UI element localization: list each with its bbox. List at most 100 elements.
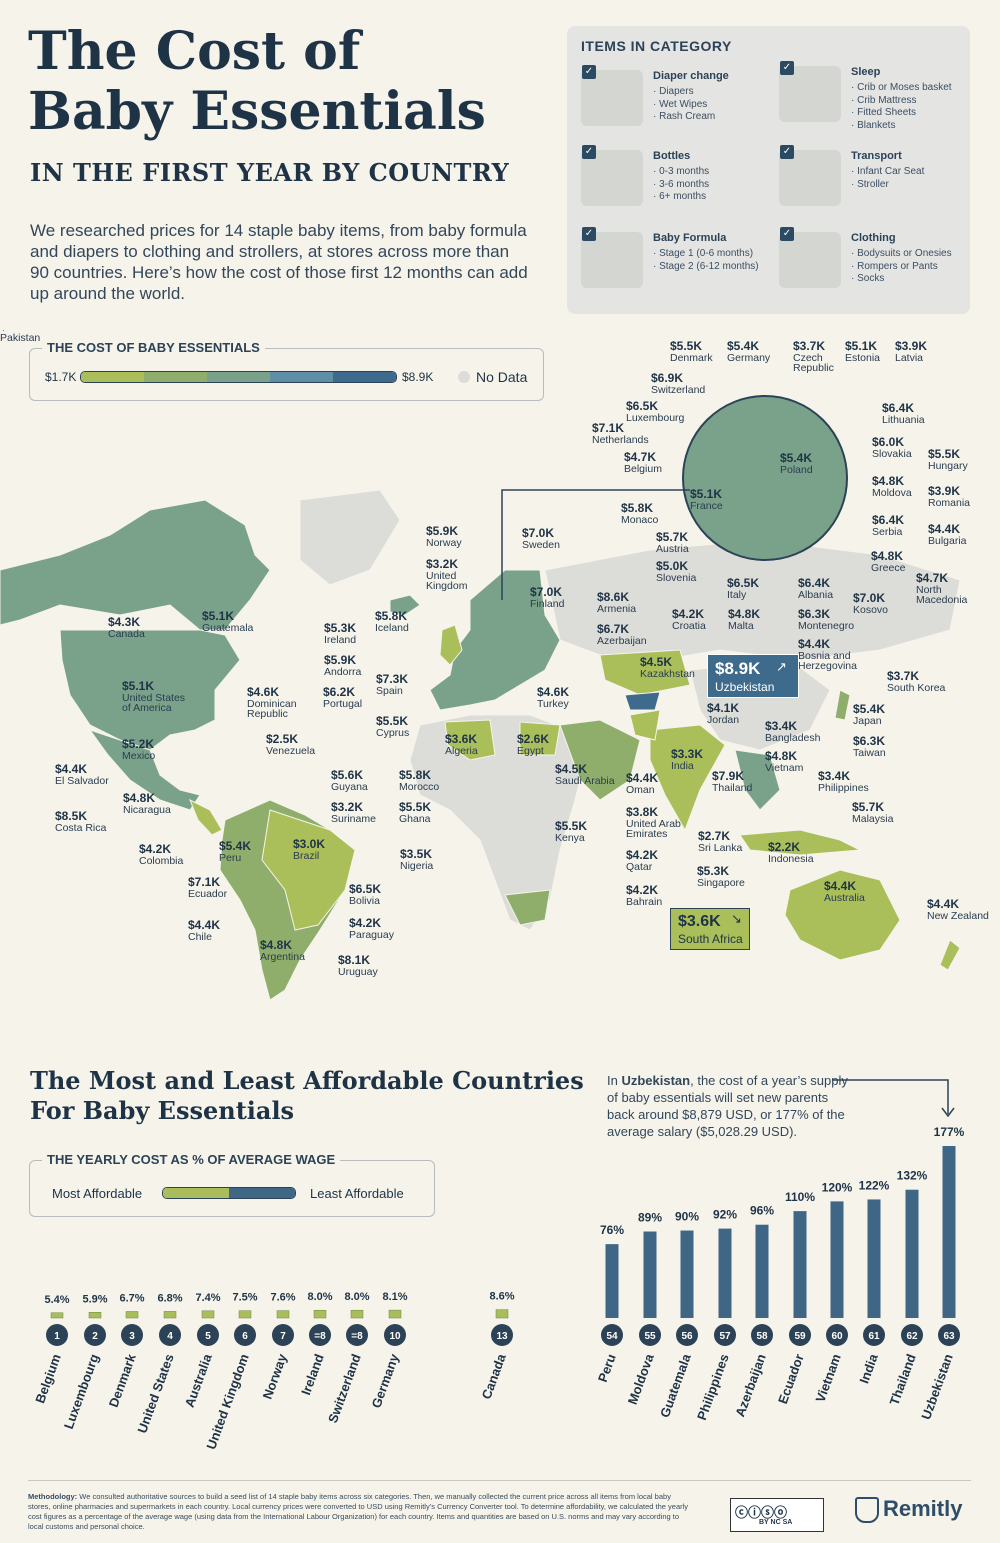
bar-value-label: 8.6% — [489, 1291, 514, 1303]
check-icon: ✓ — [582, 227, 596, 241]
legend-swatch — [207, 372, 270, 382]
category-item: · Bodysuits or Onesies — [851, 248, 952, 259]
map-value-guyana: $5.6K — [331, 768, 363, 782]
map-country-name: Singapore — [697, 877, 745, 889]
map-value-lithuania: $6.4K — [882, 401, 914, 415]
map-country-name: Jordan — [707, 714, 739, 726]
pakistan-callout: $3.6K South Africa ↘ — [670, 908, 750, 950]
map-country-name: New Zealand — [927, 910, 989, 922]
australia-shape — [784, 869, 901, 961]
bar-value-label: 120% — [822, 1180, 853, 1194]
map-country-name: Switzerland — [651, 384, 705, 396]
rank-number: 10 — [389, 1331, 401, 1342]
rank-badge — [46, 1324, 68, 1346]
category-label: Australia — [182, 1351, 215, 1409]
rank-number: 57 — [719, 1331, 731, 1342]
map-value-north-macedonia: $4.7K — [916, 571, 948, 585]
map-value-algeria: $3.6K — [445, 732, 477, 746]
map-country-name: Lithuania — [882, 414, 925, 426]
legend-least-affordable: Least Affordable — [310, 1186, 404, 1201]
rank-badge — [121, 1324, 143, 1346]
map-value-oman: $4.4K — [626, 771, 658, 785]
bar-philippines — [718, 1228, 732, 1318]
bar-united-states — [163, 1311, 177, 1319]
bar-germany — [388, 1309, 402, 1319]
iceland-shape — [389, 594, 421, 616]
category-image — [779, 66, 841, 122]
map-country-name: Nigeria — [400, 860, 433, 872]
map-value-suriname: $3.2K — [331, 800, 363, 814]
affordability-scale — [162, 1187, 296, 1199]
map-value-portugal: $6.2K — [323, 685, 355, 699]
indonesia-shape — [739, 829, 862, 856]
bar-value-label: 177% — [934, 1125, 965, 1139]
category-label: Ireland — [298, 1352, 327, 1397]
map-value-austria: $5.7K — [656, 530, 688, 544]
category-label: Uzbekistan — [918, 1352, 956, 1422]
map-value-saudi-arabia: $4.5K — [555, 762, 587, 776]
map-value-italy: $6.5K — [727, 576, 759, 590]
map-country-name: Austria — [656, 543, 689, 555]
map-country-name: Portugal — [323, 698, 362, 710]
category-item: · Crib or Moses basket — [851, 82, 952, 93]
south-africa-shape — [504, 889, 551, 926]
map-country-name: of America — [122, 702, 172, 714]
map-country-name: Moldova — [872, 487, 912, 499]
category-sleep: ✓ Sleep · Crib or Moses basket · Crib Mattr… — [779, 61, 969, 136]
map-value-switzerland: $6.9K — [651, 371, 683, 385]
world-map: $5.5KDenmark$5.4KGermany$3.7KCzechRepubl… — [0, 330, 989, 1001]
map-country-name: Cyprus — [376, 727, 409, 739]
legend-swatch — [270, 372, 333, 382]
southeast-asia-shape — [734, 749, 781, 811]
rank-badge — [901, 1324, 923, 1346]
map-country-name: Spain — [376, 685, 403, 697]
map-value-belgium: $4.7K — [624, 450, 656, 464]
bar-value-label: 7.4% — [195, 1292, 220, 1304]
map-country-name: Azerbaijan — [597, 635, 647, 647]
new-zealand-shape — [939, 939, 961, 971]
map-country-name: Denmark — [670, 352, 713, 364]
page-title: The Cost of Baby Essentials — [28, 22, 508, 142]
cc-license-text: BY NC SA — [759, 1519, 793, 1526]
note-country: Uzbekistan — [621, 1073, 691, 1088]
map-country-name: Latvia — [895, 352, 923, 364]
map-country-name: Taiwan — [853, 747, 886, 759]
category-items: · Stage 1 (0-6 months) · Stage 2 (6-12 mo… — [653, 248, 759, 273]
bar-value-label: 8.1% — [382, 1291, 407, 1303]
map-country-name: Colombia — [139, 855, 184, 867]
category-item: · Blankets — [851, 119, 896, 131]
map-country-name: Peru — [219, 852, 241, 864]
uk-shape — [439, 624, 463, 666]
rank-badge — [938, 1324, 960, 1346]
rank-badge — [84, 1324, 106, 1346]
bar-united-kingdom — [238, 1310, 252, 1319]
methodology-body: We consulted authoritative sources to bu… — [28, 1492, 689, 1531]
rank-number: =8 — [351, 1331, 363, 1342]
usa-shape — [59, 629, 241, 751]
map-country-name: Indonesia — [768, 853, 814, 865]
map-country-name: Estonia — [845, 352, 880, 364]
legend-swatch — [333, 372, 396, 382]
category-items: · Infant Car Seat · Stroller — [851, 166, 924, 191]
category-name: Sleep — [851, 66, 881, 78]
category-name: Baby Formula — [653, 232, 727, 244]
items-in-category-panel: ITEMS IN CATEGORY ✓ Diaper change · Diaper… — [567, 26, 970, 314]
map-value-costa-rica: $8.5K — [55, 809, 87, 823]
category-name: Bottles — [653, 150, 691, 162]
check-icon: ✓ — [780, 61, 794, 75]
map-value-sri-lanka: $2.7K — [698, 829, 730, 843]
map-country-name: Kosovo — [853, 604, 888, 616]
map-value-venezuela: $2.5K — [266, 732, 298, 746]
map-value-azerbaijan: $6.7K — [597, 622, 629, 636]
map-country-name: Guyana — [331, 781, 368, 793]
category-label: Denmark — [106, 1351, 139, 1409]
map-country-name: Dominican — [247, 698, 297, 710]
rank-number: 2 — [92, 1331, 98, 1342]
map-country-name: Norway — [426, 537, 462, 549]
map-value-kazakhstan: $4.5K — [640, 655, 672, 669]
map-value-kenya: $5.5K — [555, 819, 587, 833]
map-country-name: India — [671, 760, 694, 772]
map-value-south-korea: $3.7K — [887, 669, 919, 683]
rank-badge — [639, 1324, 661, 1346]
bar-switzerland — [350, 1309, 364, 1319]
